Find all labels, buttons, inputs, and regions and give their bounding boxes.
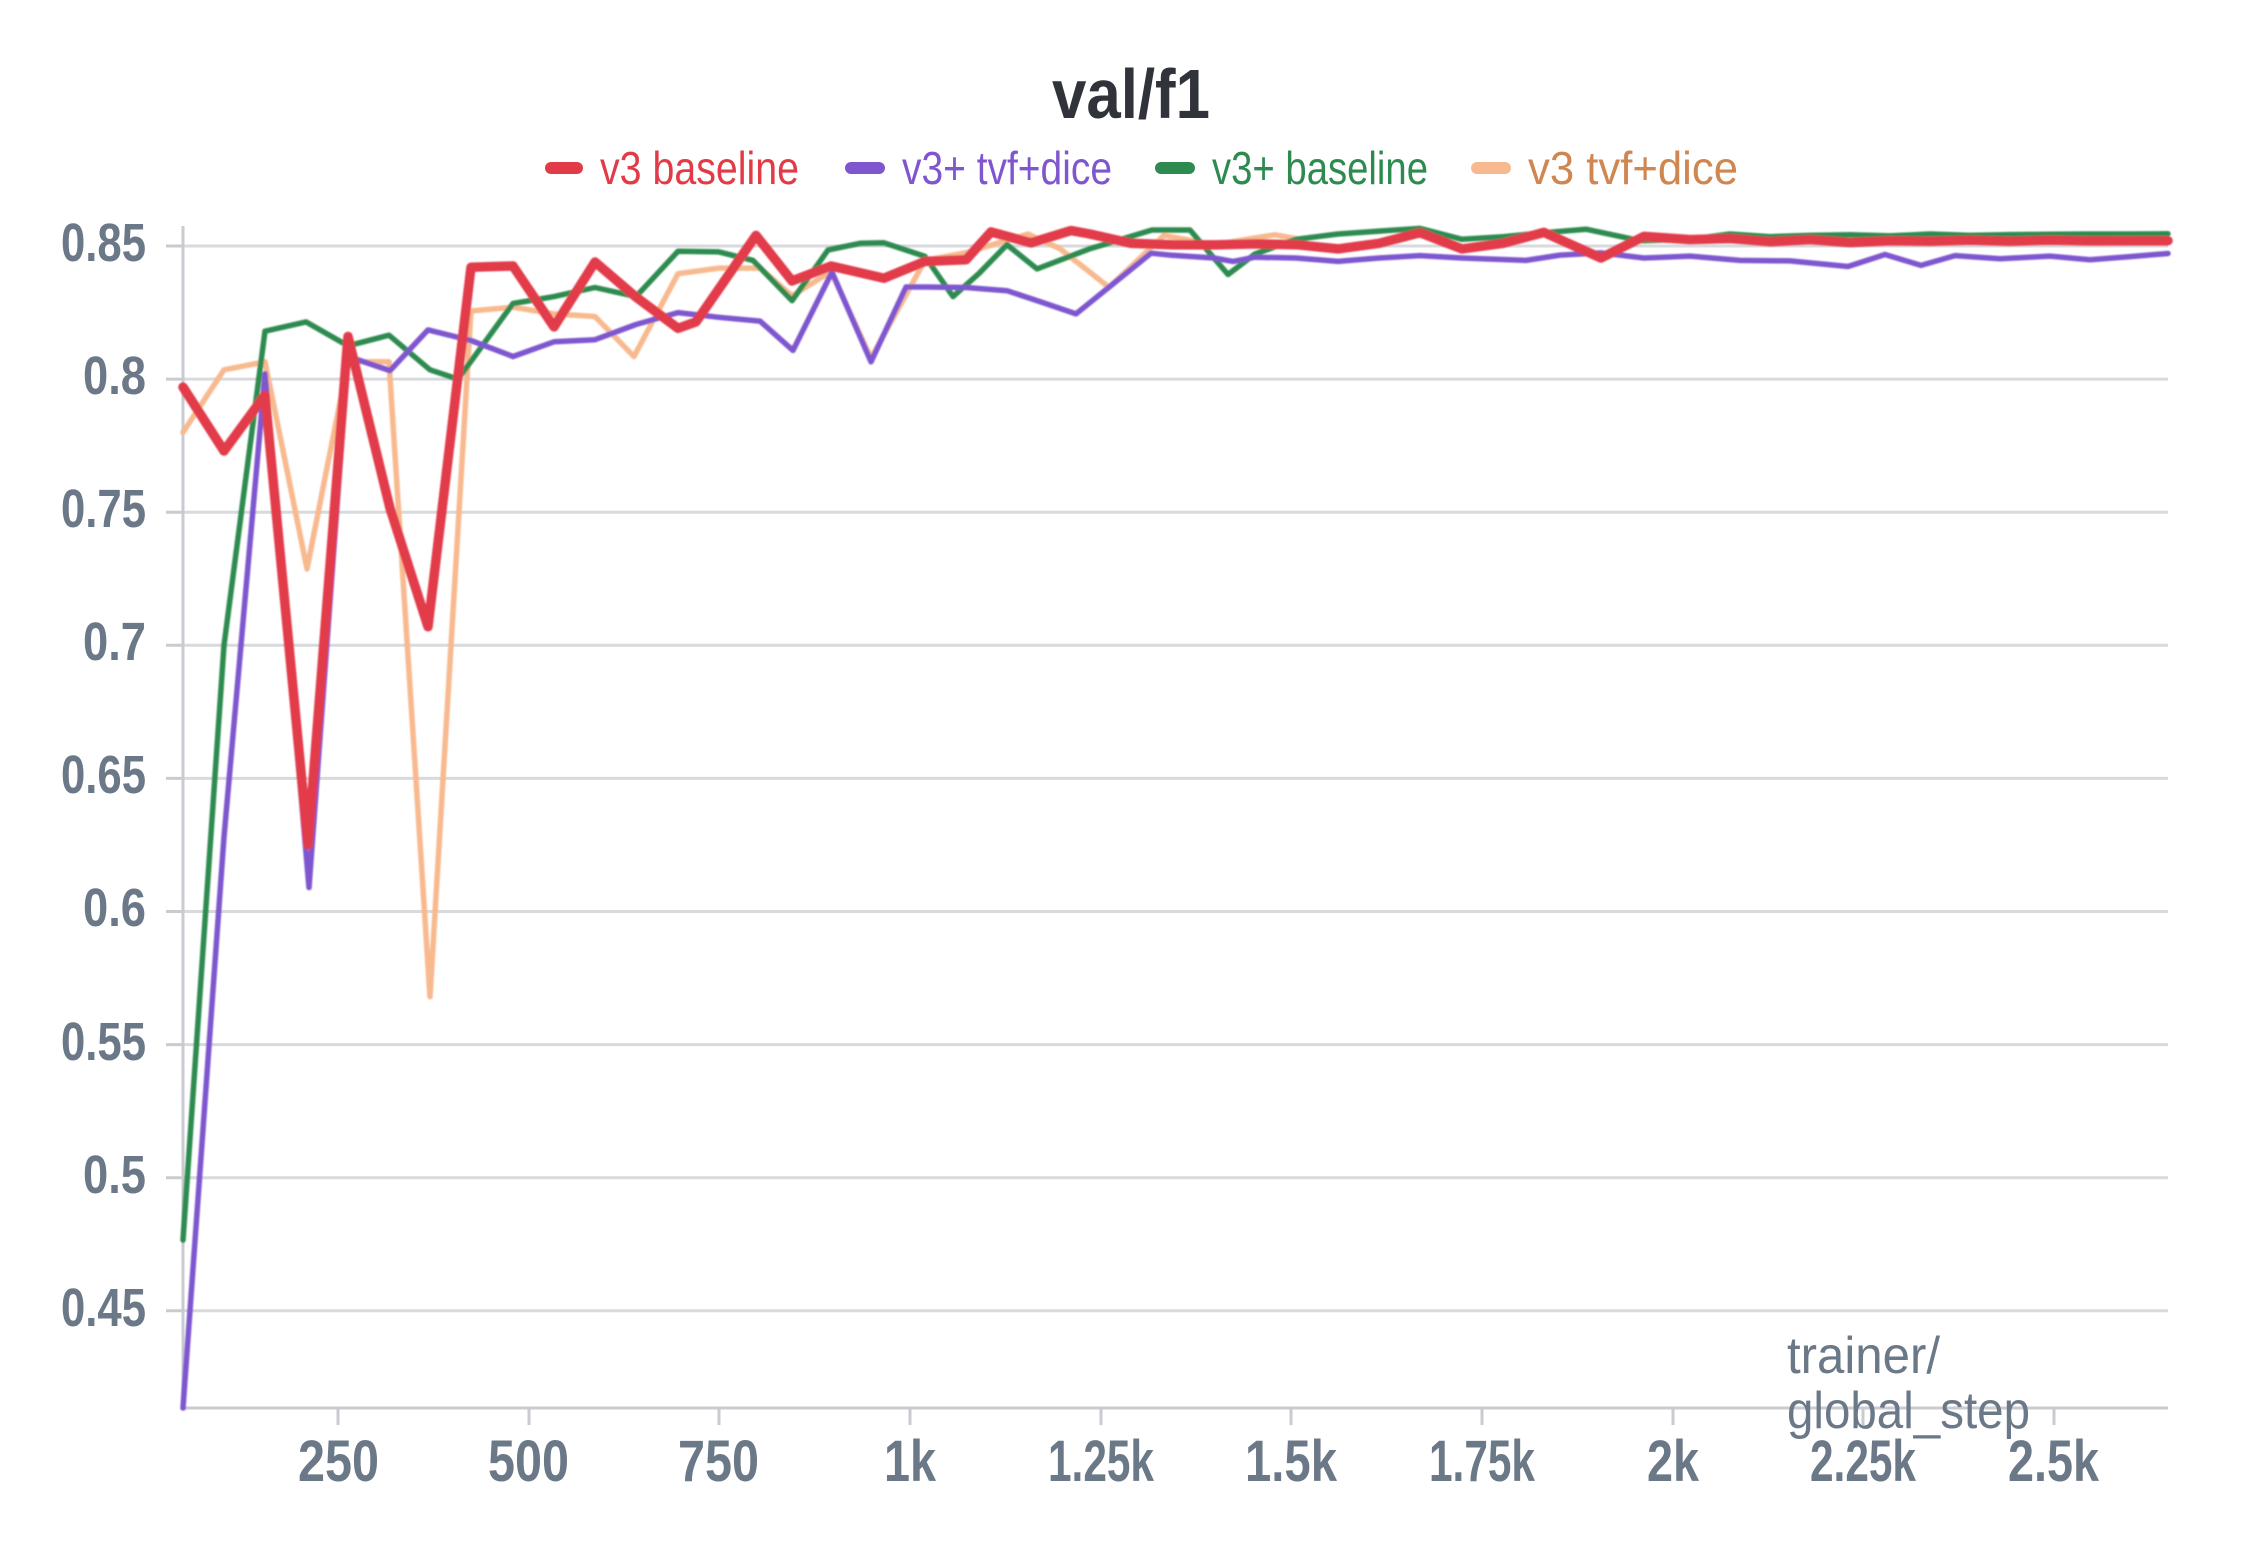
svg-text:1k: 1k	[884, 1429, 937, 1494]
svg-text:0.45: 0.45	[61, 1278, 146, 1338]
svg-text:v3+ tvf+dice: v3+ tvf+dice	[902, 142, 1112, 194]
svg-text:0.5: 0.5	[83, 1145, 146, 1205]
svg-text:250: 250	[298, 1429, 379, 1494]
svg-text:750: 750	[678, 1429, 759, 1494]
svg-text:0.85: 0.85	[61, 213, 146, 273]
svg-text:500: 500	[488, 1429, 569, 1494]
svg-text:0.6: 0.6	[83, 878, 146, 938]
svg-text:0.55: 0.55	[61, 1012, 146, 1072]
svg-text:val/f1: val/f1	[1052, 55, 1210, 133]
svg-text:1.75k: 1.75k	[1429, 1429, 1536, 1494]
svg-text:global_step: global_step	[1787, 1382, 2030, 1440]
svg-text:2.5k: 2.5k	[2008, 1429, 2100, 1494]
svg-text:0.7: 0.7	[83, 612, 146, 672]
svg-text:0.75: 0.75	[61, 479, 146, 539]
svg-text:v3 baseline: v3 baseline	[600, 142, 799, 194]
svg-text:1.5k: 1.5k	[1245, 1429, 1338, 1494]
svg-text:1.25k: 1.25k	[1048, 1429, 1155, 1494]
svg-text:2.25k: 2.25k	[1810, 1429, 1917, 1494]
svg-text:2k: 2k	[1647, 1429, 1700, 1494]
svg-text:trainer/: trainer/	[1787, 1327, 1941, 1385]
svg-text:0.8: 0.8	[83, 346, 146, 406]
svg-text:0.65: 0.65	[61, 745, 146, 805]
svg-text:v3+ baseline: v3+ baseline	[1212, 142, 1428, 194]
svg-text:v3 tvf+dice: v3 tvf+dice	[1528, 142, 1738, 194]
